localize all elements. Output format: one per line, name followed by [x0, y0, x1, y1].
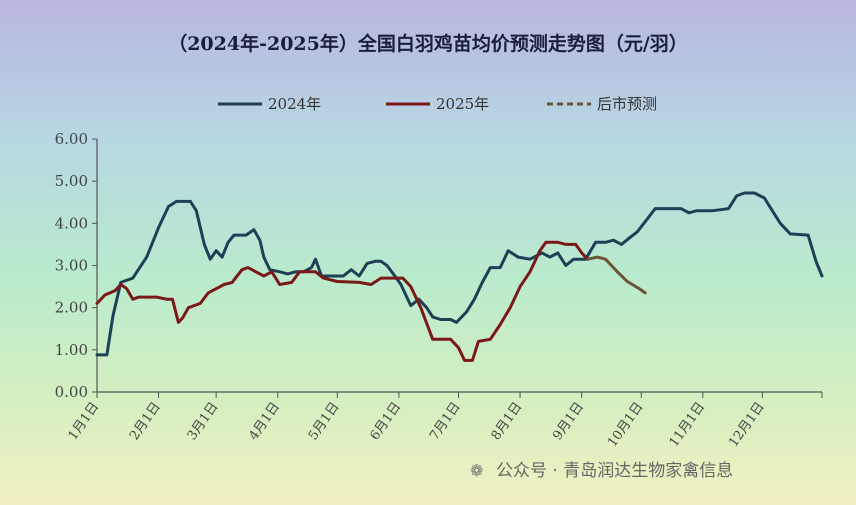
x-tick-label: 8月1日	[489, 400, 526, 443]
x-tick-label: 10月1日	[605, 400, 646, 450]
x-tick-label: 7月1日	[427, 400, 464, 443]
legend: 2024年 2025年 后市预测	[218, 95, 657, 113]
watermark-text: 公众号 · 青岛润达生物家禽信息	[496, 461, 734, 481]
x-tick-label: 4月1日	[246, 400, 283, 443]
y-tick-label: 0.00	[55, 383, 88, 401]
series-group	[95, 191, 824, 362]
series-line-3	[586, 255, 647, 295]
x-tick-label: 6月1日	[368, 400, 405, 443]
y-tick-label: 1.00	[55, 341, 88, 359]
series-line-2	[95, 240, 590, 362]
legend-label-3: 后市预测	[597, 95, 657, 113]
y-axis: 0.00 1.00 2.00 3.00 4.00 5.00 6.00	[55, 130, 98, 401]
legend-label-1: 2024年	[268, 95, 321, 113]
legend-label-2: 2025年	[436, 95, 489, 113]
chart-title: （2024年-2025年）全国白羽鸡苗均价预测走势图（元/羽）	[168, 32, 688, 55]
x-tick-label: 11月1日	[667, 400, 708, 450]
y-tick-label: 4.00	[55, 214, 88, 232]
watermark: ❁ 公众号 · 青岛润达生物家禽信息	[470, 456, 733, 481]
series-line-1	[95, 191, 824, 357]
y-tick-label: 3.00	[55, 257, 88, 275]
x-tick-label: 3月1日	[185, 400, 222, 443]
x-tick-label: 1月1日	[66, 400, 103, 443]
y-tick-label: 6.00	[55, 130, 88, 148]
wechat-icon: ❁	[470, 461, 484, 480]
x-tick-label: 5月1日	[306, 400, 343, 443]
y-tick-label: 5.00	[55, 172, 88, 190]
x-tick-label: 12月1日	[726, 400, 767, 450]
y-tick-label: 2.00	[55, 299, 88, 317]
x-tick-label: 9月1日	[550, 400, 587, 443]
x-tick-label: 2月1日	[127, 400, 164, 443]
x-axis: 1月1日 2月1日 3月1日 4月1日 5月1日 6月1日 7月1日 8月1日 9月1日 10月1…	[66, 391, 823, 450]
